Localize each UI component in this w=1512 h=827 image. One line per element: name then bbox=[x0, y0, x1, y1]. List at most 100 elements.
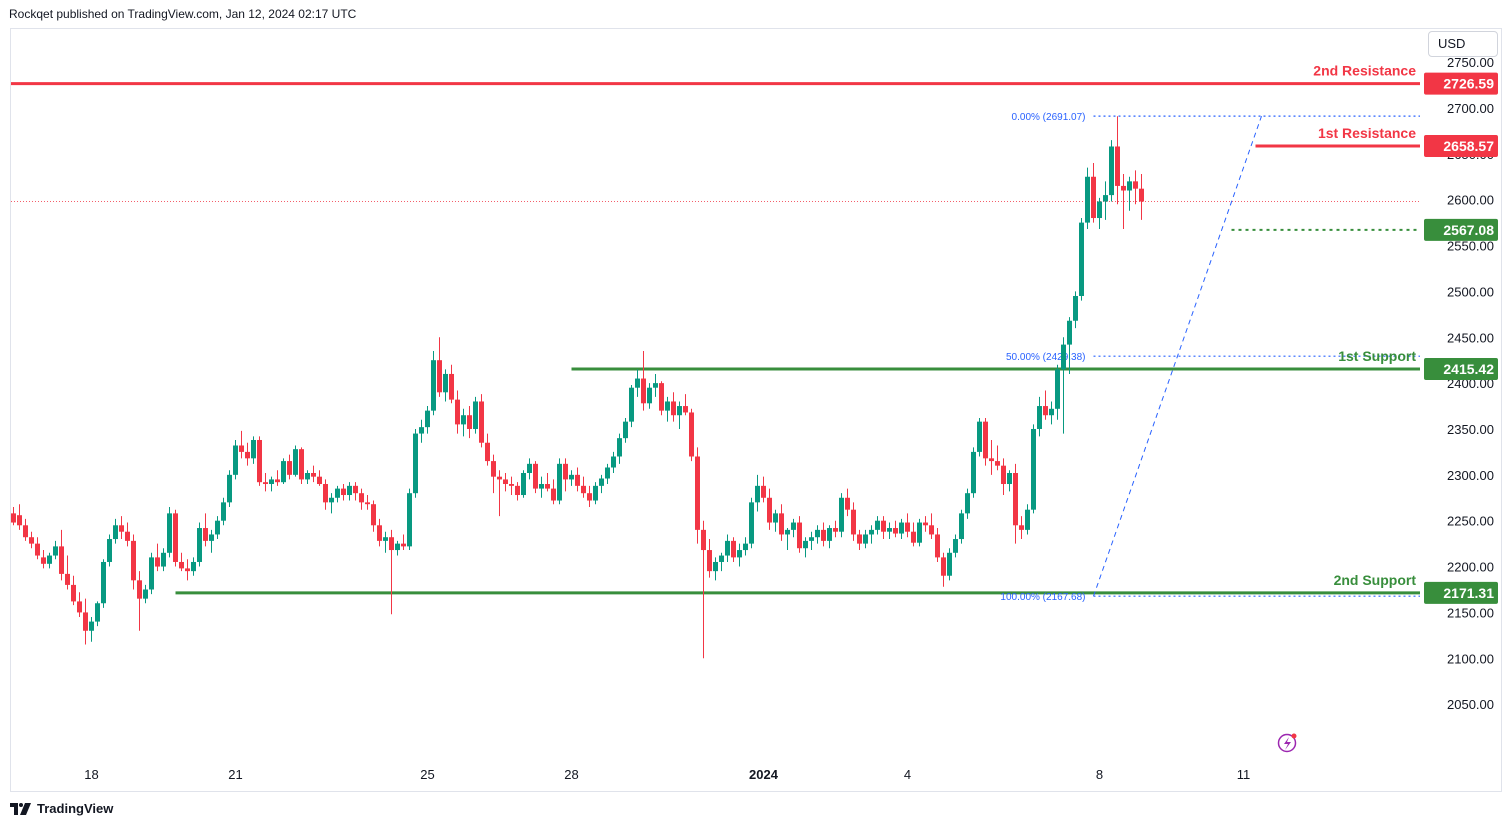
candle[interactable] bbox=[161, 548, 166, 572]
candle[interactable] bbox=[893, 520, 898, 538]
candle[interactable] bbox=[1073, 291, 1078, 329]
candle[interactable] bbox=[65, 555, 70, 590]
candle[interactable] bbox=[497, 470, 502, 517]
candle[interactable] bbox=[209, 529, 214, 553]
candle[interactable] bbox=[1085, 167, 1090, 230]
candle[interactable] bbox=[413, 428, 418, 498]
candle[interactable] bbox=[827, 525, 832, 549]
candle[interactable] bbox=[377, 518, 382, 547]
candle[interactable] bbox=[707, 539, 712, 578]
candle[interactable] bbox=[83, 598, 88, 645]
candle[interactable] bbox=[341, 484, 346, 501]
candle[interactable] bbox=[281, 458, 286, 485]
candle[interactable] bbox=[173, 509, 178, 567]
candle[interactable] bbox=[569, 470, 574, 486]
candle[interactable] bbox=[395, 540, 400, 556]
candle[interactable] bbox=[635, 369, 640, 397]
candle[interactable] bbox=[251, 436, 256, 464]
candle[interactable] bbox=[335, 485, 340, 503]
candle[interactable] bbox=[53, 540, 58, 560]
candle[interactable] bbox=[605, 463, 610, 485]
candle[interactable] bbox=[503, 473, 508, 492]
candle[interactable] bbox=[431, 351, 436, 416]
candle[interactable] bbox=[1031, 424, 1036, 514]
candle[interactable] bbox=[47, 552, 52, 569]
candle[interactable] bbox=[305, 470, 310, 485]
candle[interactable] bbox=[149, 552, 154, 595]
candle[interactable] bbox=[545, 473, 550, 492]
candle[interactable] bbox=[623, 417, 628, 443]
candle[interactable] bbox=[263, 473, 268, 492]
candle[interactable] bbox=[437, 337, 442, 397]
candle[interactable] bbox=[851, 502, 856, 541]
candle[interactable] bbox=[689, 408, 694, 462]
candle[interactable] bbox=[311, 465, 316, 483]
candle[interactable] bbox=[905, 513, 910, 538]
candle[interactable] bbox=[935, 528, 940, 562]
candle[interactable] bbox=[419, 419, 424, 443]
candle[interactable] bbox=[359, 488, 364, 510]
candle[interactable] bbox=[473, 396, 478, 434]
candle[interactable] bbox=[881, 516, 886, 540]
candle[interactable] bbox=[761, 476, 766, 503]
candle[interactable] bbox=[677, 401, 682, 429]
candle[interactable] bbox=[533, 461, 538, 494]
candle[interactable] bbox=[887, 522, 892, 540]
candle[interactable] bbox=[41, 550, 46, 569]
candle[interactable] bbox=[365, 495, 370, 510]
candle[interactable] bbox=[1079, 218, 1084, 301]
candle[interactable] bbox=[299, 447, 304, 485]
candle[interactable] bbox=[995, 445, 1000, 471]
candle[interactable] bbox=[11, 506, 16, 526]
candle[interactable] bbox=[743, 537, 748, 556]
candle[interactable] bbox=[521, 470, 526, 498]
candle[interactable] bbox=[389, 529, 394, 615]
candle[interactable] bbox=[803, 537, 808, 558]
candle[interactable] bbox=[227, 470, 232, 507]
candle[interactable] bbox=[683, 394, 688, 416]
candle[interactable] bbox=[1067, 317, 1072, 374]
candle[interactable] bbox=[557, 458, 562, 505]
candle[interactable] bbox=[71, 575, 76, 606]
candle[interactable] bbox=[221, 497, 226, 526]
candle[interactable] bbox=[599, 474, 604, 494]
candle[interactable] bbox=[917, 518, 922, 547]
candle[interactable] bbox=[77, 592, 82, 618]
candle[interactable] bbox=[983, 417, 988, 466]
candle[interactable] bbox=[287, 454, 292, 480]
candle[interactable] bbox=[455, 390, 460, 434]
candle[interactable] bbox=[749, 497, 754, 549]
candle[interactable] bbox=[923, 516, 928, 532]
candle[interactable] bbox=[293, 445, 298, 477]
candle[interactable] bbox=[17, 504, 22, 530]
candle[interactable] bbox=[275, 470, 280, 486]
candle[interactable] bbox=[767, 488, 772, 530]
candle[interactable] bbox=[815, 525, 820, 544]
candle[interactable] bbox=[323, 479, 328, 510]
candle[interactable] bbox=[713, 557, 718, 581]
candle[interactable] bbox=[401, 534, 406, 551]
candle[interactable] bbox=[539, 476, 544, 498]
candle[interactable] bbox=[971, 447, 976, 498]
fib-trend-line[interactable] bbox=[1093, 115, 1262, 597]
candle[interactable] bbox=[593, 482, 598, 505]
candle[interactable] bbox=[1121, 174, 1126, 230]
candle[interactable] bbox=[857, 529, 862, 551]
candle[interactable] bbox=[35, 537, 40, 560]
candle[interactable] bbox=[215, 516, 220, 540]
candle[interactable] bbox=[461, 408, 466, 437]
candle[interactable] bbox=[383, 531, 388, 553]
candle[interactable] bbox=[1055, 364, 1060, 420]
candle[interactable] bbox=[821, 522, 826, 547]
candle[interactable] bbox=[203, 513, 208, 547]
candle[interactable] bbox=[899, 518, 904, 540]
candle[interactable] bbox=[353, 482, 358, 501]
candle[interactable] bbox=[875, 516, 880, 535]
candle[interactable] bbox=[947, 548, 952, 581]
candle[interactable] bbox=[269, 476, 274, 492]
candle[interactable] bbox=[449, 364, 454, 404]
candle[interactable] bbox=[551, 479, 556, 505]
candle[interactable] bbox=[23, 518, 28, 541]
candle[interactable] bbox=[791, 518, 796, 538]
candle[interactable] bbox=[155, 543, 160, 572]
